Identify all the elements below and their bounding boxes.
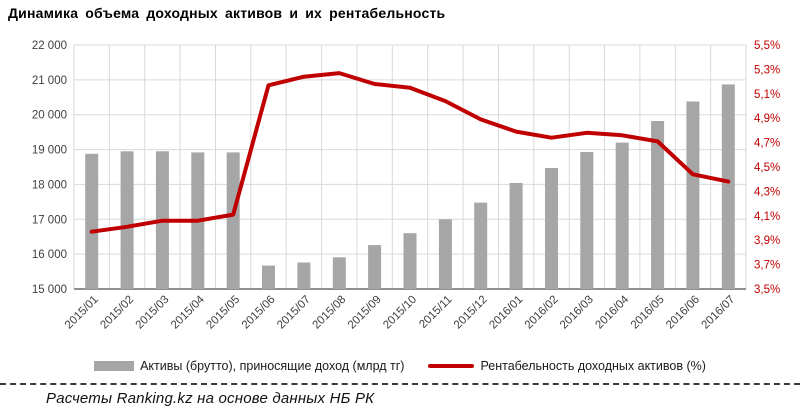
chart-title: Динамика объема доходных активов и их ре… (8, 5, 446, 21)
right-axis-tick-label: 4,9% (754, 113, 780, 125)
bar-2016/03 (580, 152, 594, 289)
x-axis-tick-label: 2015/02 (98, 294, 136, 332)
right-axis-tick-label: 5,3% (754, 64, 780, 76)
left-axis-tick-label: 15 000 (32, 284, 67, 296)
chart-legend: Активы (брутто), приносящие доход (млрд … (0, 354, 800, 378)
right-axis-tick-label: 4,1% (754, 211, 780, 223)
right-axis-tick-label: 4,5% (754, 162, 780, 174)
bar-2016/05 (651, 121, 665, 289)
bar-2016/01 (509, 183, 523, 289)
x-axis-tick-label: 2016/03 (558, 294, 596, 332)
line-series-swatch (428, 364, 475, 368)
bar-2015/08 (332, 257, 346, 289)
left-axis-tick-label: 22 000 (32, 40, 67, 52)
right-axis-tick-label: 5,5% (754, 40, 780, 52)
legend-item-profitability: Рентабельность доходных активов (%) (428, 359, 706, 373)
left-axis-tick-label: 20 000 (32, 110, 67, 122)
x-axis-tick-label: 2016/06 (664, 294, 702, 332)
source-note: Расчеты Ranking.kz на основе данных НБ Р… (46, 390, 375, 407)
bar-series-swatch (94, 361, 135, 371)
x-axis-tick-label: 2015/08 (311, 294, 349, 332)
bar-2015/10 (403, 233, 417, 289)
x-axis-tick-label: 2015/11 (417, 294, 454, 331)
left-axis-tick-label: 18 000 (32, 179, 67, 191)
x-axis-tick-label: 2016/05 (629, 294, 667, 332)
x-axis-tick-label: 2015/06 (240, 294, 278, 332)
left-axis-tick-label: 21 000 (32, 75, 67, 87)
profitability-line (89, 71, 731, 234)
right-axis-tick-label: 3,7% (754, 260, 780, 272)
bar-2015/12 (474, 202, 488, 289)
bar-2015/06 (262, 265, 275, 289)
x-axis-tick-label: 2016/04 (593, 293, 631, 331)
right-axis-tick-label: 4,7% (754, 138, 780, 150)
left-axis-tick-label: 19 000 (32, 145, 67, 157)
x-axis-tick-label: 2015/07 (275, 294, 313, 332)
x-axis-tick-label: 2015/12 (452, 294, 490, 332)
dashed-separator (0, 383, 800, 385)
x-axis-tick-label: 2015/10 (381, 294, 419, 332)
bar-2015/01 (85, 153, 99, 289)
chart-canvas: 22 000 21 000 20 000 19 000 18 000 17 000 16 0… (32, 40, 780, 332)
bar-2015/11 (438, 219, 452, 289)
bar-2016/06 (686, 101, 700, 289)
right-axis-tick-label: 3,5% (754, 284, 780, 296)
right-axis-tick-label: 3,9% (754, 235, 780, 247)
right-axis-tick-label: 5,1% (754, 89, 780, 101)
x-axis-tick-label: 2015/09 (346, 294, 384, 332)
bar-2015/02 (120, 151, 134, 289)
bar-series-label: Активы (брутто), приносящие доход (млрд … (140, 359, 405, 373)
bar-2015/05 (226, 152, 240, 289)
bar-2016/04 (615, 142, 629, 289)
left-axis-tick-label: 17 000 (32, 214, 67, 226)
bar-2016/07 (721, 84, 735, 290)
line-series-label: Рентабельность доходных активов (%) (480, 359, 706, 373)
x-axis-tick-label: 2015/01 (63, 294, 101, 332)
x-axis-tick-label: 2015/05 (204, 294, 242, 332)
x-axis-tick-label: 2016/07 (700, 294, 738, 332)
x-axis-tick-label: 2016/02 (523, 294, 561, 332)
legend-item-assets: Активы (брутто), приносящие доход (млрд … (94, 359, 404, 373)
x-axis-tick-label: 2015/03 (134, 294, 172, 332)
bar-2015/07 (297, 262, 311, 289)
x-axis-tick-label: 2015/04 (169, 293, 207, 331)
bar-2015/09 (368, 245, 382, 289)
x-axis-tick-label: 2016/01 (487, 294, 525, 332)
left-axis-tick-label: 16 000 (32, 249, 67, 261)
right-axis-tick-label: 4,3% (754, 186, 780, 198)
bar-2016/02 (545, 168, 558, 289)
